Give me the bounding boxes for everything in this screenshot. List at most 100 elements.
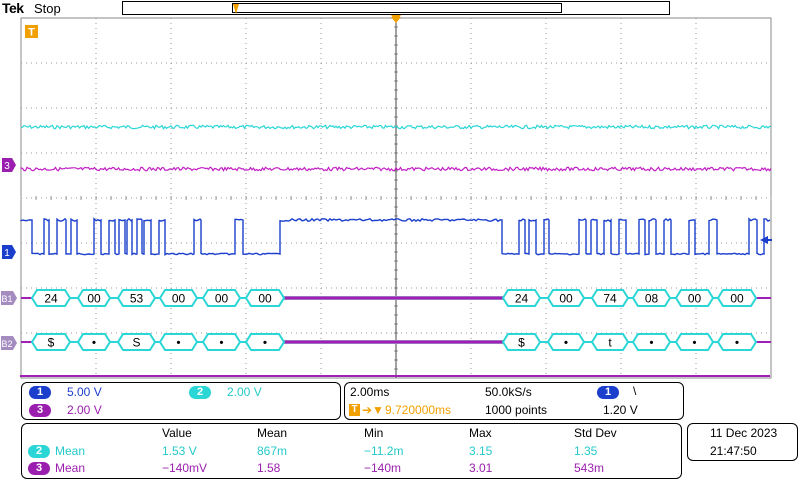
bus-packet-label: 74 xyxy=(603,292,617,306)
row-ch3-badge: 3 xyxy=(28,462,50,475)
measurement-row-ch3[interactable]: 3 Mean −140mV 1.58 −140m 3.01 543m xyxy=(22,460,682,477)
row-ch2-mean: 867m xyxy=(257,444,288,458)
bus-packet xyxy=(716,333,758,351)
ch1-ground-marker[interactable]: 1 xyxy=(2,245,16,259)
time-per-division[interactable]: 2.00ms xyxy=(350,385,390,399)
bus-packet-label: • xyxy=(176,336,180,350)
row-ch2-max: 3.15 xyxy=(469,444,493,458)
datetime-panel[interactable]: 11 Dec 2023 21:47:50 xyxy=(687,423,798,461)
bus-packet-label: 53 xyxy=(130,292,144,306)
measurements-panel: Value Mean Min Max Std Dev 2 Mean 1.53 V… xyxy=(21,423,682,479)
trigger-position-icon: T xyxy=(349,404,360,416)
record-length: 1000 points xyxy=(485,403,548,417)
row-ch2-label: Mean xyxy=(55,444,86,458)
bus-packet-label: t xyxy=(608,336,612,350)
bus-packet xyxy=(501,333,542,351)
col-header-max: Max xyxy=(469,426,492,440)
horizontal-position[interactable]: 9.720000ms xyxy=(385,403,452,417)
bus-packet-label: • xyxy=(92,336,96,350)
bus-packet xyxy=(30,289,72,307)
row-ch2-value: 1.53 V xyxy=(162,444,197,458)
trigger-level-marker-icon[interactable] xyxy=(760,236,768,244)
bus-packet xyxy=(201,333,242,351)
bus-packet-label: 00 xyxy=(215,292,229,306)
ch1-badge[interactable]: 1 xyxy=(29,386,51,399)
col-header-stddev: Std Dev xyxy=(574,426,617,440)
bus-packet-label: • xyxy=(649,336,653,350)
bus-packet-label: • xyxy=(692,336,696,350)
trigger-source-badge[interactable]: 1 xyxy=(597,386,619,399)
bus-packet xyxy=(590,333,630,351)
bus-packet-label: • xyxy=(735,336,739,350)
bus-packet-label: • xyxy=(564,336,568,350)
bus-packet xyxy=(76,333,112,351)
bus-packet-label: $ xyxy=(48,336,55,350)
bus-packet xyxy=(244,289,286,307)
trigger-badge xyxy=(25,25,38,38)
measurement-row-ch2[interactable]: 2 Mean 1.53 V 867m −11.2m 3.15 1.35 xyxy=(22,443,682,460)
row-ch3-min: −140m xyxy=(364,461,402,475)
row-ch2-min: −11.2m xyxy=(364,444,404,458)
bus-packet-label: 24 xyxy=(44,292,58,306)
ch3-ground-marker[interactable]: 3 xyxy=(2,158,16,172)
bus-packet-label: $ xyxy=(518,336,525,350)
ch2-scale[interactable]: 2.00 V xyxy=(227,385,262,399)
trigger-slope-icon[interactable]: \ xyxy=(633,384,637,398)
row-ch3-max: 3.01 xyxy=(469,461,493,475)
bus-packet-label: 00 xyxy=(730,292,744,306)
channel-1-waveform xyxy=(20,217,771,256)
ch1-scale[interactable]: 5.00 V xyxy=(67,385,102,399)
col-header-mean: Mean xyxy=(257,426,288,440)
bus-2-decode: $ • S • • • $ • t • • • xyxy=(21,333,771,351)
bus-packet xyxy=(30,333,72,351)
position-arrow-icon: ➔▼ xyxy=(362,403,384,417)
horizontal-trigger-panel: 2.00ms 50.0kS/s 1 \ T ➔▼ 9.720000ms 1000… xyxy=(344,382,684,420)
ch2-badge[interactable]: 2 xyxy=(189,386,211,399)
bus-packet xyxy=(546,333,586,351)
date: 11 Dec 2023 xyxy=(710,426,778,440)
bus-packet-label: 00 xyxy=(87,292,101,306)
bus-packet xyxy=(501,289,542,307)
record-view-bar[interactable] xyxy=(122,1,670,15)
ch3-scale[interactable]: 2.00 V xyxy=(67,403,102,417)
bus-packet xyxy=(158,333,199,351)
bus-packet-label: • xyxy=(263,336,267,350)
waveform-display[interactable]: T 24 00 53 00 00 00 24 00 74 08 00 00 $ • S • • • $ • t • • • … xyxy=(0,0,800,380)
sample-rate: 50.0kS/s xyxy=(485,385,532,399)
record-trigger-marker-icon xyxy=(233,4,239,14)
row-ch3-label: Mean xyxy=(55,461,86,475)
svg-text:B2: B2 xyxy=(1,339,12,349)
bus-packet xyxy=(116,333,157,351)
ch3-badge[interactable]: 3 xyxy=(29,404,51,417)
bus-packet xyxy=(546,289,586,307)
svg-text:1: 1 xyxy=(4,248,10,259)
bus-packet-label: • xyxy=(219,336,223,350)
row-ch2-stddev: 1.35 xyxy=(574,444,598,458)
bus-packet-label: 24 xyxy=(515,292,529,306)
bus-2-marker[interactable]: B2 xyxy=(1,336,17,350)
time: 21:47:50 xyxy=(710,444,757,458)
row-ch3-value: −140mV xyxy=(162,461,208,475)
trigger-level[interactable]: 1.20 V xyxy=(603,403,638,417)
bus-packet xyxy=(116,289,157,307)
record-window-indicator[interactable] xyxy=(232,3,562,13)
bus-packet-label: 08 xyxy=(645,292,659,306)
run-state: Stop xyxy=(34,1,61,16)
channel-2-waveform xyxy=(20,124,772,130)
bus-packet xyxy=(590,289,630,307)
row-ch2-badge: 2 xyxy=(28,445,50,458)
svg-text:B1: B1 xyxy=(1,294,12,304)
row-ch3-stddev: 543m xyxy=(574,461,605,475)
bus-1-decode: 24 00 53 00 00 00 24 00 74 08 00 00 xyxy=(21,289,771,307)
row-ch3-mean: 1.58 xyxy=(257,461,281,475)
bus-packet xyxy=(631,289,672,307)
col-header-min: Min xyxy=(364,426,384,440)
bus-packet xyxy=(158,289,199,307)
bus-packet-label: 00 xyxy=(559,292,573,306)
bus-packet xyxy=(716,289,758,307)
bus-1-marker[interactable]: B1 xyxy=(1,291,17,305)
bus-packet-label: 00 xyxy=(172,292,186,306)
trigger-top-marker-icon xyxy=(391,15,401,22)
col-header-value: Value xyxy=(162,426,192,440)
bus-packet-label: 00 xyxy=(258,292,272,306)
